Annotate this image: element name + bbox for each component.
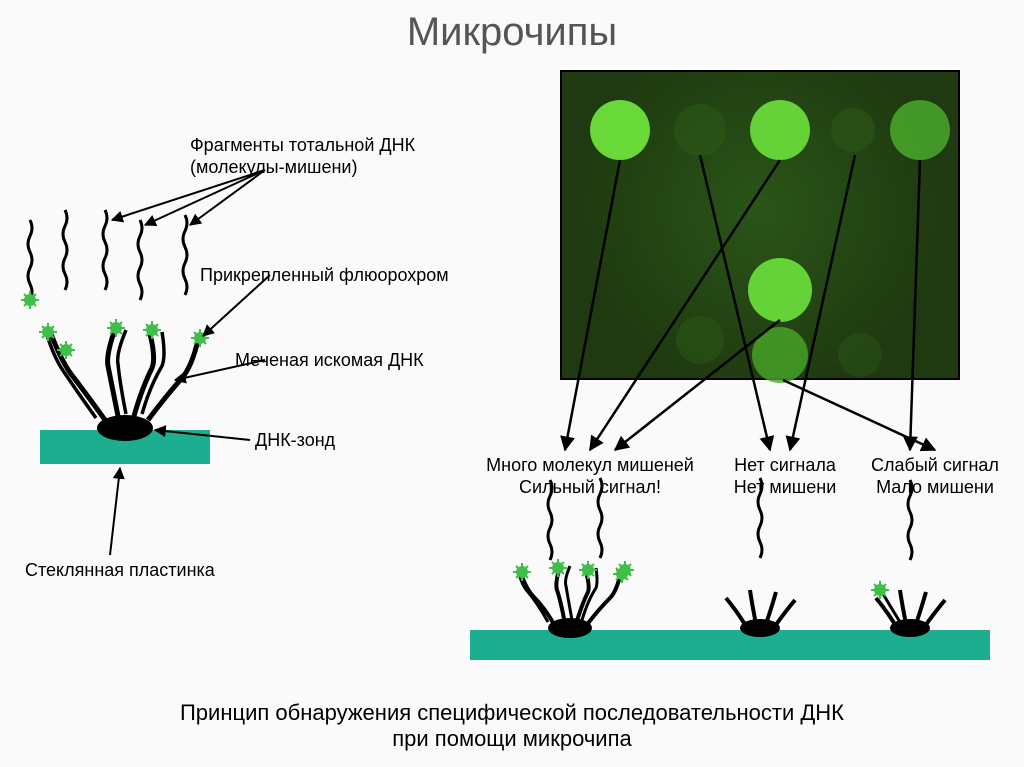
label-labeled-dna: Меченая искомая ДНК (235, 350, 424, 372)
diagram-caption: Принцип обнаружения специфической послед… (0, 700, 1024, 752)
fluorochrome-icon (143, 321, 161, 339)
label-weak-signal: Слабый сигнал Мало мишени (860, 455, 1010, 498)
probe-weak (871, 581, 945, 637)
probe-strong (513, 559, 631, 638)
page-title: Микрочипы (0, 10, 1024, 55)
label-strong-signal: Много молекул мишеней Сильный сигнал! (480, 455, 700, 498)
dna-fragment-icon (183, 215, 187, 295)
fluorochrome-icon (57, 341, 75, 359)
microarray-panel (560, 70, 960, 380)
dna-fragment-icon (138, 220, 142, 300)
dna-fragment-icon (63, 210, 67, 290)
fluorochrome-icon (191, 329, 209, 347)
dna-fragment-icon (616, 561, 634, 579)
label-fluorochrome: Прикрепленный флюорохром (200, 265, 449, 287)
label-dna-probe: ДНК-зонд (255, 430, 335, 452)
label-glass-plate: Стеклянная пластинка (25, 560, 215, 582)
dna-fragment-icon (103, 210, 107, 290)
label-no-signal: Нет сигнала Нет мишени (720, 455, 850, 498)
probe-none (726, 590, 795, 637)
fluorochrome-icon (107, 319, 125, 337)
fluorochrome-icon (39, 323, 57, 341)
label-fragments: Фрагменты тотальной ДНК (молекулы-мишени… (190, 135, 415, 178)
dna-fragment-icon (21, 220, 39, 309)
